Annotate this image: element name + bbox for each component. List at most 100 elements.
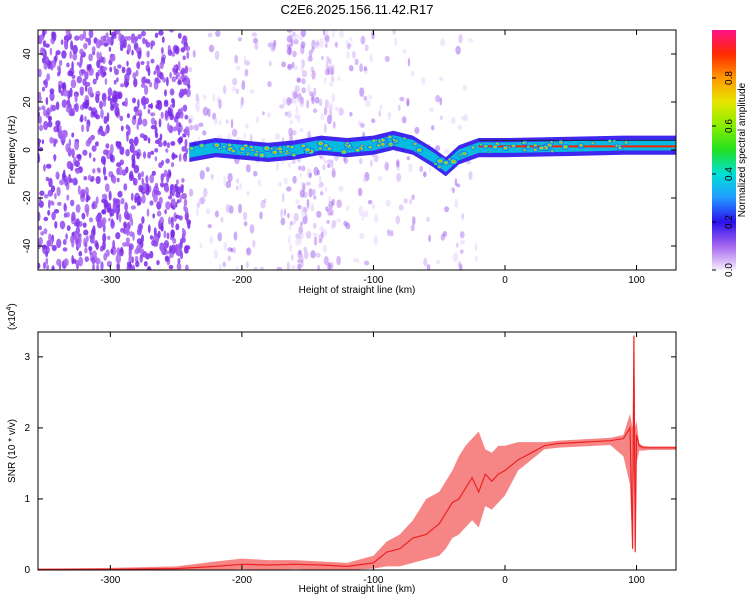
noise-speckle xyxy=(288,127,293,137)
noise-speckle xyxy=(160,160,165,166)
noise-speckle xyxy=(147,151,152,159)
noise-speckle xyxy=(306,168,312,179)
noise-speckle xyxy=(298,231,304,240)
noise-speckle xyxy=(121,169,127,176)
noise-speckle xyxy=(392,30,396,35)
noise-speckle xyxy=(363,67,368,75)
noise-speckle xyxy=(75,204,81,213)
noise-speckle xyxy=(223,176,226,187)
noise-speckle xyxy=(307,84,311,94)
noise-speckle xyxy=(149,200,154,206)
noise-speckle xyxy=(336,218,341,223)
noise-speckle xyxy=(331,167,336,178)
noise-speckle xyxy=(49,47,53,56)
noise-speckle xyxy=(225,180,232,189)
spectrogram-y-axis-label: Frequency (Hz) xyxy=(7,116,18,185)
noise-speckle xyxy=(199,243,203,249)
ridge-blob xyxy=(538,145,545,151)
noise-speckle xyxy=(293,96,297,106)
noise-speckle xyxy=(454,178,458,187)
noise-speckle xyxy=(136,152,140,160)
noise-speckle xyxy=(58,59,63,67)
noise-speckle xyxy=(156,210,162,217)
noise-speckle xyxy=(145,175,149,184)
noise-speckle xyxy=(347,43,351,50)
noise-speckle xyxy=(428,166,432,173)
noise-speckle xyxy=(66,225,71,232)
ridge-blob xyxy=(258,152,266,159)
noise-speckle xyxy=(196,106,200,113)
noise-speckle xyxy=(91,250,97,258)
noise-speckle xyxy=(310,205,315,212)
noise-speckle xyxy=(154,132,159,139)
noise-speckle xyxy=(403,198,408,204)
noise-speckle xyxy=(322,244,328,253)
noise-speckle xyxy=(279,104,285,109)
noise-speckle xyxy=(182,104,188,112)
noise-speckle xyxy=(196,207,199,217)
noise-speckle xyxy=(306,99,309,109)
noise-speckle xyxy=(328,105,333,114)
noise-speckle xyxy=(161,36,165,43)
noise-speckle xyxy=(55,171,60,180)
noise-speckle xyxy=(138,223,143,231)
noise-speckle xyxy=(210,174,214,180)
noise-speckle xyxy=(136,122,139,131)
noise-speckle xyxy=(105,128,108,135)
noise-speckle xyxy=(270,42,276,52)
noise-speckle xyxy=(396,160,400,169)
noise-speckle xyxy=(235,88,239,95)
noise-speckle xyxy=(214,50,220,60)
noise-speckle xyxy=(311,39,316,50)
noise-speckle xyxy=(440,38,446,47)
noise-speckle xyxy=(179,251,184,260)
snr-x-tick-label: -200 xyxy=(232,575,252,586)
noise-speckle xyxy=(117,92,122,99)
noise-speckle xyxy=(84,186,89,196)
noise-speckle xyxy=(227,172,233,183)
noise-speckle xyxy=(162,77,167,83)
noise-speckle xyxy=(181,227,185,234)
noise-speckle xyxy=(117,64,122,69)
ridge-core xyxy=(189,135,676,173)
noise-speckle xyxy=(262,111,265,116)
noise-speckle xyxy=(310,250,316,259)
noise-speckle xyxy=(105,143,110,149)
noise-speckle xyxy=(105,249,110,257)
noise-speckle xyxy=(310,202,314,212)
noise-speckle xyxy=(334,106,339,111)
noise-speckle xyxy=(280,208,284,218)
noise-speckle xyxy=(167,49,173,56)
noise-speckle xyxy=(254,43,259,50)
noise-speckle xyxy=(243,55,247,65)
ridge-blob xyxy=(510,143,517,149)
noise-speckle xyxy=(311,70,316,80)
noise-speckle xyxy=(140,30,146,37)
noise-speckle xyxy=(131,97,137,104)
noise-speckle xyxy=(84,85,88,92)
noise-speckle xyxy=(245,123,249,129)
noise-speckle xyxy=(149,250,154,259)
noise-speckle xyxy=(260,266,264,270)
noise-speckle xyxy=(75,218,80,228)
noise-speckle xyxy=(169,245,172,254)
noise-speckle xyxy=(88,152,92,159)
noise-speckle xyxy=(176,118,179,126)
noise-speckle xyxy=(286,261,290,270)
noise-speckle xyxy=(308,188,313,198)
noise-speckle xyxy=(167,122,170,131)
noise-speckle xyxy=(183,205,186,212)
noise-speckle xyxy=(406,99,410,107)
noise-speckle xyxy=(219,119,222,126)
noise-speckle xyxy=(394,37,398,47)
noise-speckle xyxy=(312,232,318,237)
noise-speckle xyxy=(83,176,88,181)
spectrogram-x-tick-label: 100 xyxy=(628,275,645,286)
ridge-blob xyxy=(412,142,418,146)
noise-speckle xyxy=(181,178,185,183)
ridge-blob xyxy=(532,147,538,152)
noise-speckle xyxy=(319,181,324,188)
noise-speckle xyxy=(160,222,164,231)
noise-speckle xyxy=(85,99,90,108)
noise-speckle xyxy=(147,224,151,234)
